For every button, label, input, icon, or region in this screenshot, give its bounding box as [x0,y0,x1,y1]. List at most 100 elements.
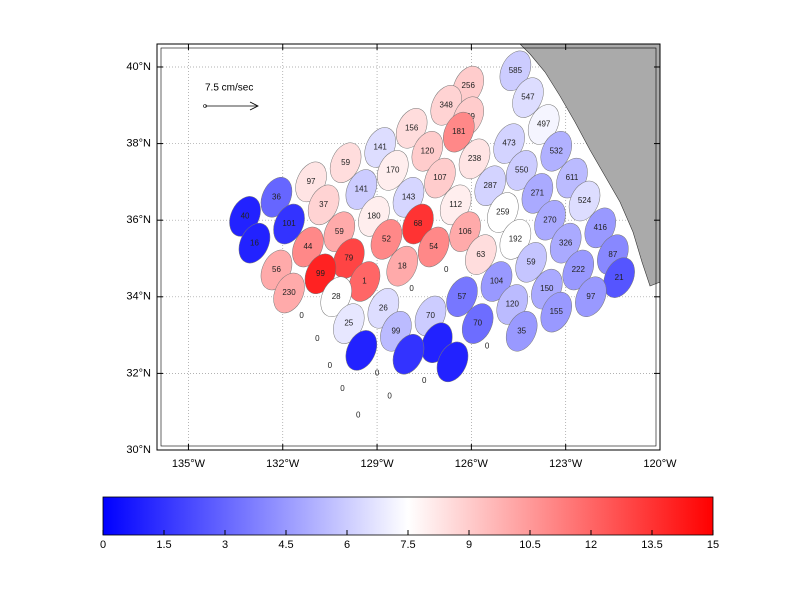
current-ellipse [512,77,544,118]
station-label: 1 [362,277,367,286]
scale-arrow-head [249,101,259,111]
station-label: 104 [490,277,504,286]
current-ellipse [443,111,475,153]
station-label: 326 [559,238,573,247]
current-ellipse [307,184,340,226]
station-label: 238 [468,154,482,163]
station-label: 68 [413,219,422,228]
station-label: 54 [429,242,438,251]
station-label: 99 [391,326,400,335]
station-label: 18 [398,261,407,270]
colorbar-tick-label: 13.5 [641,539,662,551]
current-ellipse [474,165,506,206]
station-label: 585 [509,66,523,75]
x-tick-label: 123°W [549,458,583,470]
zero-label: 0 [315,334,320,343]
station-label: 59 [335,227,344,236]
station-label: 287 [484,181,498,190]
station-label: 256 [462,81,476,90]
station-label: 497 [537,120,551,129]
zero-label: 0 [387,391,392,400]
station-label: 473 [502,139,516,148]
current-ellipse [575,276,607,317]
colorbar-tick-label: 0 [100,539,106,551]
colorbar-tick-label: 15 [707,539,719,551]
current-ellipse [320,276,352,317]
current-ellipse [540,291,572,333]
station-label: 532 [550,146,564,155]
station-label: 222 [572,265,586,274]
current-ellipse [505,311,538,352]
zero-label: 0 [409,284,414,293]
colorbar-tick-label: 10.5 [519,539,540,551]
station-label: 259 [496,208,510,217]
station-label: 21 [615,273,624,282]
station-label: 99 [316,269,325,278]
current-ellipse [461,303,494,344]
current-ellipse [562,249,594,291]
station-label: 143 [402,192,416,201]
station-label: 106 [458,227,472,236]
current-ellipse [411,131,444,172]
station-label: 181 [452,127,466,136]
station-label: 141 [374,143,388,152]
current-ellipse [348,261,381,302]
station-label: 36 [272,192,281,201]
zero-label: 0 [485,342,490,351]
station-label: 97 [586,292,595,301]
colorbar-ticks: 0 1.5 3 4.5 6 7.5 9 10.5 12 13.5 15 [100,530,719,551]
colorbar-tick-label: 9 [466,539,472,551]
station-label: 141 [355,185,369,194]
x-tick-label: 129°W [360,458,394,470]
current-ellipse [392,334,425,375]
current-ellipse [238,222,271,264]
map-frame [156,43,661,451]
current-ellipse [424,157,456,199]
colorbar [102,496,714,536]
y-tick-label: 30°N [126,444,151,456]
current-ellipse [465,234,497,275]
station-label: 59 [527,257,536,266]
zero-label: 0 [299,311,304,320]
current-ellipse [345,330,378,371]
station-label: 547 [521,93,535,102]
station-label: 348 [440,100,454,109]
station-label: 40 [241,211,250,220]
zero-label: 0 [422,376,427,385]
current-ellipse [333,303,365,344]
station-label: 57 [457,292,466,301]
station-label: 26 [379,303,388,312]
current-ellipse [273,203,305,245]
station-label: 550 [515,166,529,175]
station-label: 16 [250,238,259,247]
x-tick-label: 120°W [643,458,677,470]
current-ellipse [260,177,293,218]
station-label: 97 [307,177,316,186]
current-ellipse [345,169,378,210]
current-ellipse [603,257,635,298]
station-label: 120 [421,146,435,155]
y-tick-label: 36°N [126,214,151,226]
x-tick-label: 126°W [455,458,489,470]
station-label: 35 [517,326,526,335]
zero-label: 0 [444,265,449,274]
current-ellipse [493,123,525,164]
colorbar-tick-label: 4.5 [278,539,293,551]
station-label: 87 [608,250,617,259]
station-label: 156 [405,123,419,132]
station-label: 120 [506,300,520,309]
current-ellipse [417,226,450,268]
current-ellipse [370,219,403,260]
station-label: 28 [332,292,341,301]
station-label: 37 [319,200,328,209]
y-tick-label: 32°N [126,367,151,379]
station-label: 107 [433,173,447,182]
x-tick-label: 132°W [266,458,300,470]
station-label: 230 [282,288,296,297]
station-label: 150 [540,284,554,293]
station-label: 611 [566,173,579,182]
station-label: 524 [578,196,592,205]
current-ellipse [527,104,560,145]
current-ellipse [329,142,362,183]
